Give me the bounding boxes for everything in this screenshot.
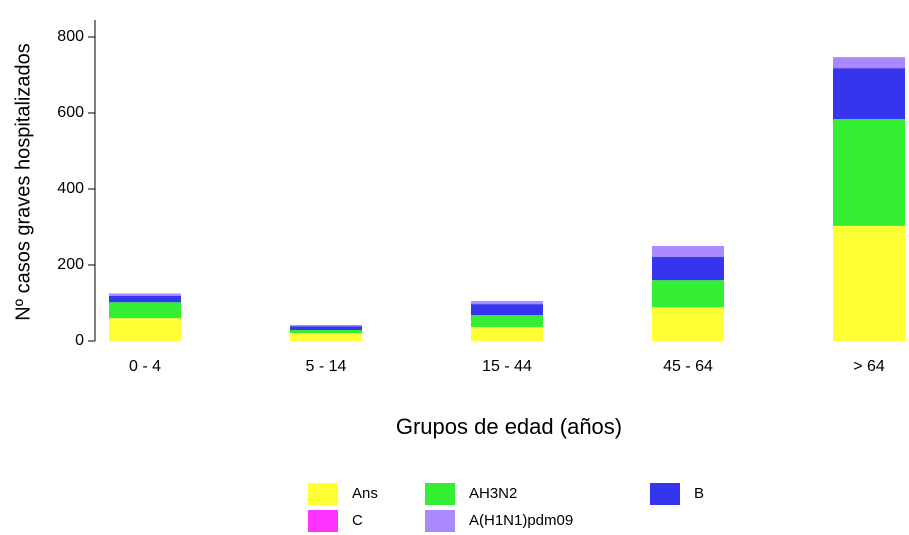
bar-segment	[652, 246, 724, 258]
legend-label: A(H1N1)pdm09	[469, 512, 573, 529]
bar-segment	[833, 67, 905, 69]
bar-segment	[652, 307, 724, 341]
bar-segment	[471, 326, 543, 341]
bar-segment	[833, 119, 905, 226]
bar-segment	[471, 301, 543, 305]
legend-label: C	[352, 512, 363, 529]
bar-segment	[109, 302, 181, 319]
bar-segment	[290, 333, 362, 341]
bar-segment	[471, 315, 543, 327]
bar-segment	[109, 295, 181, 303]
bar-segment	[471, 304, 543, 316]
legend-swatch	[425, 483, 455, 505]
bar-segment	[652, 257, 724, 281]
legend-swatch	[308, 483, 338, 505]
legend-swatch	[425, 510, 455, 532]
bar-segment	[109, 293, 181, 296]
y-tick-label: 400	[57, 180, 84, 197]
bar-segment	[833, 225, 905, 341]
bar-segment	[290, 329, 362, 334]
x-tick-label: 45 - 64	[663, 358, 713, 375]
x-tick-label: 15 - 44	[482, 358, 532, 375]
bar-segment	[290, 325, 362, 327]
legend-swatch	[650, 483, 680, 505]
y-axis-title: Nº casos graves hospitalizados	[12, 43, 34, 320]
legend-label: B	[694, 485, 704, 502]
x-tick-label: > 64	[853, 358, 885, 375]
bar-segment	[652, 280, 724, 308]
legend-label: AH3N2	[469, 485, 517, 502]
x-axis-title: Grupos de edad (años)	[396, 414, 622, 439]
bar-segment	[833, 57, 905, 68]
y-tick-label: 200	[57, 256, 84, 273]
y-tick-label: 800	[57, 28, 84, 45]
bar-segment	[833, 68, 905, 120]
x-tick-label: 5 - 14	[306, 358, 347, 375]
y-tick-label: 600	[57, 104, 84, 121]
bar-segment	[290, 326, 362, 330]
x-tick-label: 0 - 4	[129, 358, 161, 375]
bar-segment	[109, 318, 181, 341]
y-tick-label: 0	[75, 332, 84, 349]
legend-swatch	[308, 510, 338, 532]
legend-label: Ans	[352, 485, 378, 502]
